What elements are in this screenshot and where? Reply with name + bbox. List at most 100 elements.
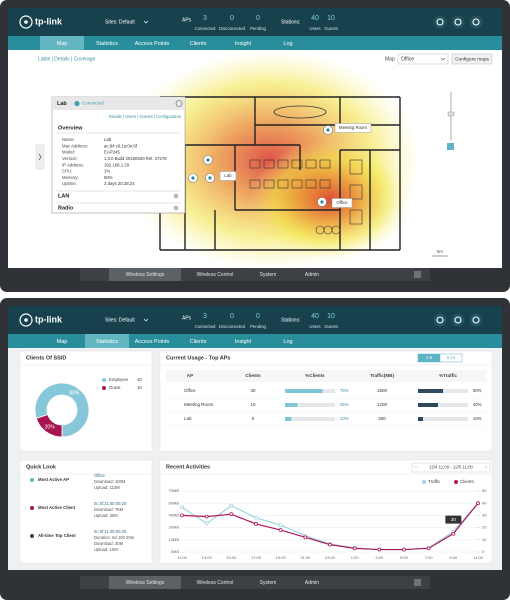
logo: tp-link	[35, 314, 63, 324]
icon-glyph	[472, 18, 480, 26]
series-point	[254, 522, 258, 526]
x-tick-label: 23:00	[325, 555, 336, 560]
ap-dot	[326, 128, 330, 132]
aps-label: APs	[182, 17, 192, 23]
bottom-toggle[interactable]	[414, 579, 421, 586]
series-point	[180, 513, 184, 518]
nav-tab[interactable]: Insight	[235, 41, 252, 47]
nav-tab[interactable]: Statistics	[96, 339, 118, 345]
y-tick-label: 75MB	[169, 488, 180, 493]
desk	[277, 179, 289, 189]
header-icon[interactable]	[433, 15, 447, 29]
header-icon[interactable]	[451, 15, 465, 29]
desk	[319, 179, 331, 189]
bottom-tab[interactable]: Wireless Control	[197, 272, 234, 278]
field-value: 1%	[104, 169, 110, 174]
cell-clients: 10	[250, 402, 256, 407]
ap-count-label: Pending	[250, 324, 266, 329]
cell-ap: Lab	[184, 416, 192, 421]
popup-close[interactable]	[175, 100, 183, 107]
page-toggle[interactable]	[439, 353, 463, 363]
status-dot	[74, 100, 80, 107]
x-tick-label: 15:00	[226, 555, 237, 560]
icon-glyph	[454, 316, 462, 324]
quick-value[interactable]: Office	[94, 473, 106, 478]
bottom-tab[interactable]: Wireless Settings	[126, 272, 165, 278]
field-value: 50%	[104, 175, 113, 180]
station-count-label: Guests	[324, 26, 338, 31]
header-icon[interactable]	[469, 313, 483, 327]
nav-tab[interactable]: Clients	[190, 339, 207, 345]
header-icon[interactable]	[433, 313, 447, 327]
site-selector[interactable]: Sites: Default	[105, 19, 135, 25]
bottom-tab[interactable]: Wireless Settings	[126, 580, 165, 586]
nav-tab[interactable]: Clients	[190, 41, 207, 47]
subnav[interactable]: Lable | Details | Coverage	[38, 56, 96, 62]
bottom-tab[interactable]: System	[260, 580, 277, 586]
quick-value: Download: 30M	[94, 541, 124, 546]
map-select[interactable]	[397, 53, 449, 65]
icon-glyph	[472, 316, 480, 324]
header-icon[interactable]	[469, 15, 483, 29]
configure-button[interactable]	[451, 53, 493, 65]
panel	[159, 350, 493, 452]
series-point	[328, 542, 332, 547]
cell-clients: 5	[252, 416, 255, 421]
nav-tab-active	[40, 36, 84, 50]
panel	[19, 459, 153, 564]
y-tick-label: 15MB	[169, 537, 180, 542]
side-arrow	[38, 153, 42, 161]
bottom-tab[interactable]: Admin	[305, 580, 319, 586]
caret	[143, 20, 149, 24]
bottom-tab[interactable]: Wireless Control	[197, 580, 234, 586]
popup-collapsible[interactable]: LAN	[58, 193, 69, 199]
site-selector[interactable]: Sites: Default	[105, 317, 135, 323]
nav-tab[interactable]: Insight	[235, 339, 252, 345]
series-point	[180, 505, 184, 510]
legend-dot	[422, 480, 426, 484]
zoom-fit[interactable]	[447, 143, 454, 150]
nav-tab[interactable]: Map	[57, 41, 68, 47]
nav-tab[interactable]: Log	[283, 339, 292, 345]
side-toggle[interactable]	[35, 144, 45, 170]
logo-icon	[19, 15, 33, 29]
cell-pct-clients: 25%	[340, 402, 349, 407]
series-point	[451, 531, 456, 536]
popup-collapsible[interactable]: Radio	[58, 205, 74, 211]
nav-tab[interactable]: Access Points	[135, 41, 170, 47]
bottom-toggle[interactable]	[414, 271, 421, 278]
quick-value: Download: 100M	[94, 479, 126, 484]
bottom-tab[interactable]: System	[260, 272, 277, 278]
nav-tab[interactable]: Access Points	[135, 339, 170, 345]
desk	[305, 179, 317, 189]
expand-icon	[173, 193, 179, 199]
quick-dot	[30, 506, 34, 510]
popup-links[interactable]: Details | Users | Guests | Configuration	[109, 114, 182, 119]
header-icon[interactable]	[451, 313, 465, 327]
column-header: Clients	[245, 373, 261, 378]
quick-value[interactable]: 0c:5f:21:80:05:20	[94, 501, 127, 506]
popup-title: Lab	[57, 101, 67, 107]
nav-tab[interactable]: Log	[283, 41, 292, 47]
legend-dot	[102, 386, 106, 390]
date-prev[interactable]: ‹	[415, 465, 417, 470]
field-value: ac:84:c6:1a:0e:6f	[104, 143, 138, 148]
quick-value: Duration: 5d 10h 20m	[94, 535, 135, 540]
nav-tab-active	[85, 334, 129, 348]
ap-count: 3	[203, 15, 207, 22]
quick-name: Most Active AP	[38, 477, 69, 482]
quick-value[interactable]: 0c:5f:21:80:05:20	[94, 529, 127, 534]
ap-count-label: Connected	[195, 324, 216, 329]
nav-tab[interactable]: Statistics	[96, 41, 118, 47]
y2-tick-label: 20	[482, 525, 487, 530]
bottom-tab[interactable]: Admin	[305, 272, 319, 278]
zoom-handle[interactable]	[447, 111, 455, 117]
table-header	[166, 370, 486, 382]
map-select-value: Office	[401, 56, 414, 62]
date-next[interactable]: ›	[485, 465, 487, 470]
x-tick-label: 17:00	[251, 555, 262, 560]
x-tick-label: 1:00	[351, 555, 360, 560]
nav-tab[interactable]: Map	[57, 339, 68, 345]
field-label: CPU:	[62, 169, 72, 174]
